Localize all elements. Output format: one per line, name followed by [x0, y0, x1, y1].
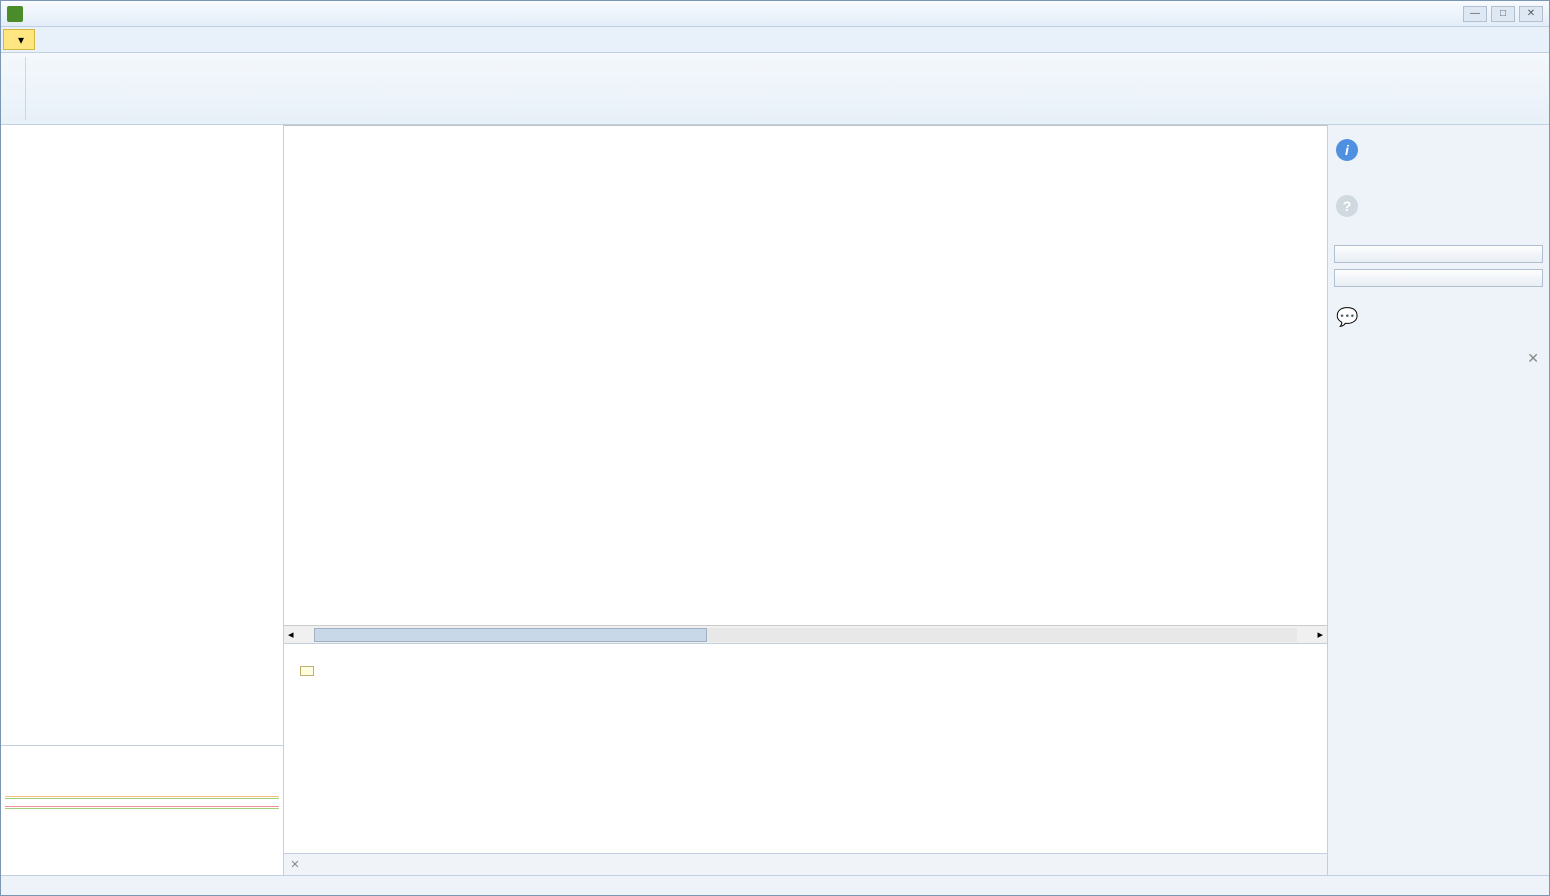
chart-panel: ✕	[284, 643, 1327, 875]
menubar: ▾	[1, 27, 1549, 53]
left-panel	[1, 125, 284, 875]
chart-tabs: ✕	[284, 853, 1327, 875]
chart-svg	[294, 656, 1317, 826]
checks-grid[interactable]	[284, 125, 1327, 625]
share-header: 💬	[1334, 301, 1543, 334]
ribbon	[1, 53, 1549, 125]
content-area: ◂ ▸ ✕ i	[1, 125, 1549, 875]
chart-legend	[300, 666, 314, 676]
sidebar-close-icon[interactable]: ✕	[1523, 346, 1543, 371]
host-tree[interactable]	[1, 125, 283, 745]
forum-button[interactable]	[1334, 269, 1543, 287]
app-icon	[7, 6, 23, 22]
chart-panel-close-icon[interactable]: ✕	[284, 854, 306, 875]
statusbar	[1, 875, 1549, 895]
app-window: — □ ✕ ▾	[0, 0, 1550, 896]
howto-header: i	[1334, 133, 1543, 167]
ask-question-button[interactable]	[1334, 245, 1543, 263]
help-sidebar: i ? 💬 ✕	[1327, 125, 1549, 875]
faq-header: ?	[1334, 189, 1543, 223]
titlebar: — □ ✕	[1, 1, 1549, 27]
file-menu-button[interactable]: ▾	[3, 29, 35, 50]
grid-hscroll[interactable]: ◂ ▸	[284, 625, 1327, 643]
maximize-button[interactable]: □	[1491, 6, 1515, 22]
center-panel: ◂ ▸ ✕	[284, 125, 1327, 875]
mini-chart-panel	[1, 745, 283, 875]
close-button[interactable]: ✕	[1519, 6, 1543, 22]
minimize-button[interactable]: —	[1463, 6, 1487, 22]
